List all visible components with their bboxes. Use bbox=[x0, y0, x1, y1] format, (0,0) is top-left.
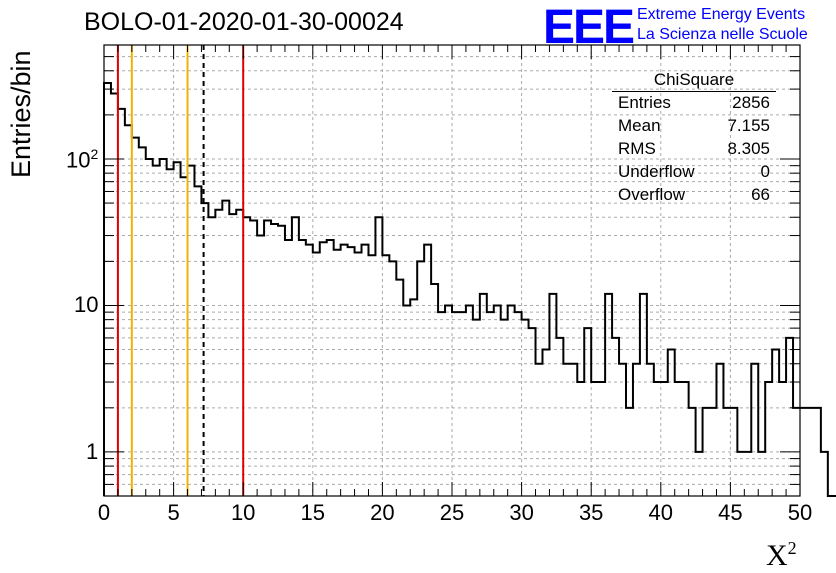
stats-row: Entries 2856 bbox=[612, 93, 776, 116]
logo-line-1: Extreme Energy Events bbox=[637, 6, 806, 23]
chart-title: BOLO-01-2020-01-30-00024 bbox=[84, 8, 404, 36]
y-tick-label: 1 bbox=[86, 438, 99, 464]
stats-label: RMS bbox=[618, 139, 656, 158]
x-tick-label: 10 bbox=[230, 500, 256, 525]
stats-box: ChiSquare Entries 2856 Mean 7.155 RMS 8.305 Un… bbox=[612, 70, 776, 208]
x-tick-label: 20 bbox=[370, 500, 395, 525]
x-tick-label: 0 bbox=[97, 500, 111, 525]
logo-line-2: La Scienza nelle Scuole bbox=[637, 26, 808, 43]
x-tick-label: 5 bbox=[167, 500, 180, 525]
x-axis-label: X2 bbox=[766, 538, 797, 572]
grid bbox=[104, 45, 800, 496]
x-tick-label: 30 bbox=[509, 500, 534, 525]
stats-row: RMS 8.305 bbox=[612, 139, 776, 162]
stats-label: Overflow bbox=[618, 185, 686, 204]
axis-ticks bbox=[103, 44, 801, 497]
x-tick-label: 25 bbox=[439, 500, 465, 525]
x-tick-label: 15 bbox=[300, 500, 326, 525]
marker-lines bbox=[116, 45, 245, 496]
stats-value: 7.155 bbox=[727, 116, 770, 135]
stats-value: 66 bbox=[751, 185, 770, 204]
stats-rows: Entries 2856 Mean 7.155 RMS 8.305 Underflow 0 Ov… bbox=[612, 93, 776, 208]
y-axis-label: Entries/bin bbox=[6, 50, 36, 178]
stats-value: 2856 bbox=[732, 93, 770, 112]
stats-label: Entries bbox=[618, 93, 671, 112]
y-tick-label: 102 bbox=[66, 145, 99, 173]
stats-row: Mean 7.155 bbox=[612, 116, 776, 139]
plot-frame bbox=[103, 44, 801, 497]
histogram-series bbox=[103, 82, 836, 497]
x-tick-label: 45 bbox=[718, 500, 743, 525]
y-tick-label: 10 bbox=[74, 292, 99, 318]
histogram-line bbox=[103, 82, 836, 497]
stats-title: ChiSquare bbox=[612, 70, 776, 92]
stats-row: Underflow 0 bbox=[612, 162, 776, 185]
x-tick-label: 35 bbox=[578, 500, 604, 525]
x-tick-label: 50 bbox=[787, 500, 813, 525]
eee-logo: EEE bbox=[543, 1, 635, 54]
stats-label: Mean bbox=[618, 116, 661, 135]
stats-label: Underflow bbox=[618, 162, 695, 181]
x-tick-label: 40 bbox=[648, 500, 674, 525]
stats-value: 8.305 bbox=[727, 139, 770, 158]
stats-row: Overflow 66 bbox=[612, 185, 776, 208]
stats-value: 0 bbox=[760, 162, 770, 181]
